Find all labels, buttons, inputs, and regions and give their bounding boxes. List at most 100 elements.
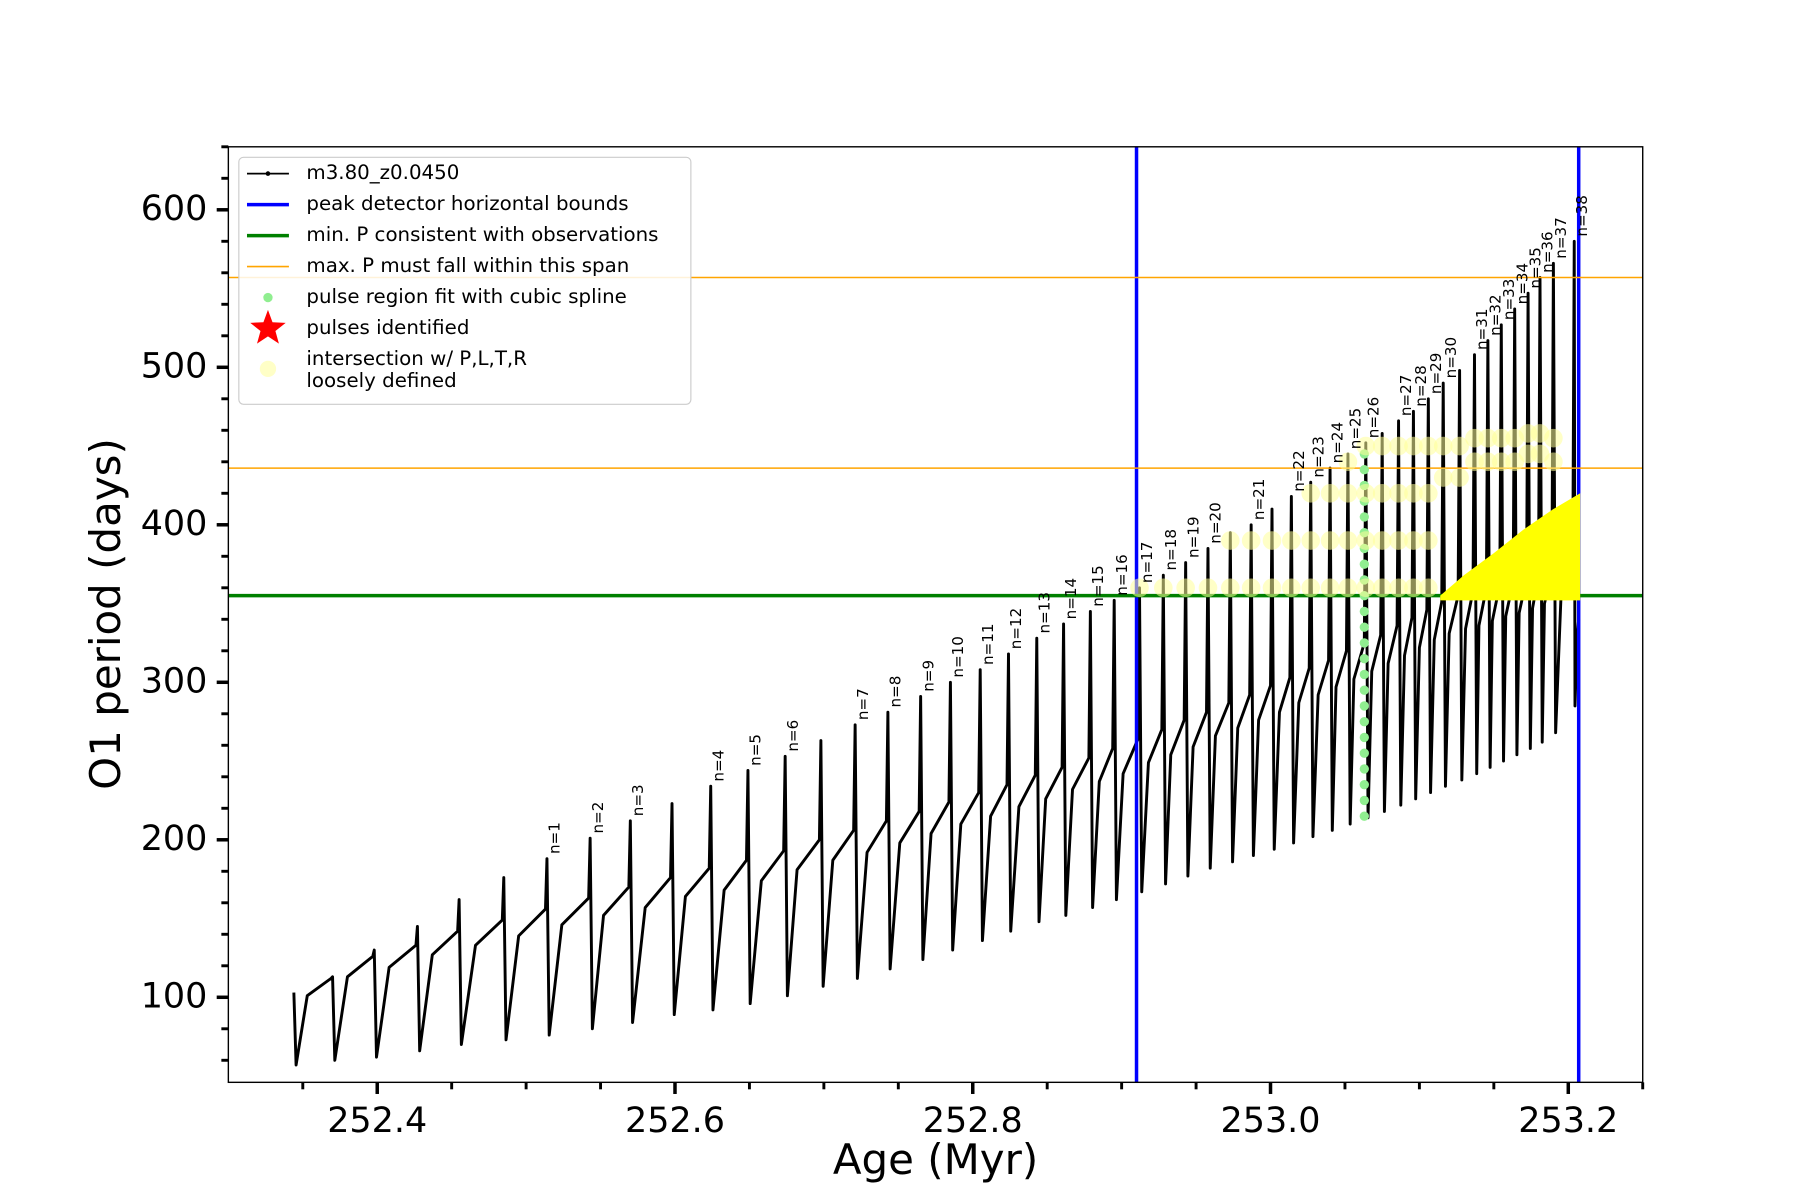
scatter-point: [1433, 436, 1453, 456]
y-tick-label: 600: [141, 189, 208, 229]
x-axis-label: Age (Myr): [833, 1135, 1038, 1184]
scatter-point: [1491, 428, 1511, 448]
scatter-point: [1320, 578, 1340, 598]
scatter-point: [1359, 748, 1369, 758]
scatter-point: [1404, 436, 1423, 456]
pulse-label: n=7: [854, 688, 872, 720]
pulse-label: n=33: [1500, 279, 1518, 321]
legend-label: pulses identified: [306, 316, 469, 339]
scatter-point: [1359, 669, 1369, 680]
scatter-point: [1465, 452, 1484, 472]
scatter-point: [1359, 780, 1369, 790]
pulse-label: n=12: [1007, 608, 1025, 650]
y-tick-label: 300: [141, 661, 208, 701]
pulse-label: n=17: [1138, 542, 1156, 584]
scatter-point: [1241, 531, 1261, 550]
scatter-point: [1359, 559, 1369, 569]
scatter-point: [1154, 578, 1173, 598]
scatter-point: [1301, 483, 1321, 503]
pulse-label: n=8: [887, 676, 905, 708]
scatter-point: [1241, 578, 1261, 598]
scatter-point: [1372, 436, 1392, 456]
legend-label: m3.80_z0.0450: [306, 161, 459, 184]
x-tick-label: 253.0: [1221, 1101, 1321, 1141]
scatter-point: [1544, 452, 1563, 472]
scatter-point: [1359, 701, 1369, 711]
scatter-point: [1220, 531, 1240, 550]
scatter-point: [1359, 622, 1369, 632]
pulse-label: n=5: [747, 734, 765, 766]
scatter-point: [1359, 465, 1369, 475]
scatter-point: [1450, 468, 1469, 487]
scatter-point: [1356, 578, 1376, 598]
pulse-label: n=29: [1427, 353, 1445, 395]
scatter-point: [1301, 531, 1321, 550]
scatter-point: [1389, 531, 1408, 550]
scatter-point: [1404, 578, 1423, 598]
pulse-label: n=14: [1062, 578, 1080, 620]
scatter-point: [1262, 531, 1282, 550]
pulse-label: n=15: [1089, 565, 1107, 607]
legend-box: [238, 156, 692, 405]
scatter-point: [1359, 654, 1369, 664]
filled-region: [1440, 493, 1581, 601]
plot-frame: [227, 146, 1644, 1084]
pulse-label: n=25: [1347, 408, 1365, 450]
scatter-point: [1419, 578, 1438, 598]
pulse-label: n=1: [546, 822, 564, 854]
scatter-point: [1356, 483, 1376, 503]
pulse-label: n=18: [1162, 529, 1180, 571]
scatter-point: [1338, 578, 1358, 598]
x-tick-label: 252.4: [327, 1101, 427, 1141]
legend-label: loosely defined: [306, 369, 456, 392]
scatter-point: [1478, 428, 1498, 448]
scatter-point: [1465, 428, 1484, 448]
scatter-point: [1176, 578, 1195, 598]
pulse-label: n=31: [1473, 309, 1491, 351]
scatter-point: [1359, 638, 1369, 648]
pulse-label: n=24: [1329, 422, 1347, 464]
x-tick-label: 252.8: [923, 1101, 1023, 1141]
legend-swatch: [259, 360, 277, 378]
pulse-label: n=26: [1364, 397, 1382, 439]
scatter-point: [1130, 578, 1149, 598]
scatter-point: [1419, 483, 1438, 503]
legend-label: pulse region fit with cubic spline: [306, 285, 626, 308]
scatter-point: [1389, 578, 1408, 598]
scatter-point: [1198, 578, 1218, 598]
pulse-label: n=32: [1487, 294, 1505, 336]
scatter-point: [1389, 483, 1408, 503]
scatter-point: [1338, 531, 1358, 550]
scatter-point: [1359, 512, 1369, 522]
scatter-point: [1320, 483, 1340, 503]
pulse-label: n=6: [784, 720, 802, 752]
pulse-label: n=30: [1442, 337, 1460, 379]
scatter-point: [1301, 578, 1321, 598]
plot-area: n=1 n=2 n=3 n=4 n=5 n=6 n=7 n=8 n=9 n=10 n=11 n=12 n…: [228, 146, 1643, 1083]
pulse-label: n=9: [919, 660, 937, 692]
scatter-point: [1359, 811, 1369, 821]
scatter-point: [1419, 531, 1438, 550]
scatter-point: [1419, 436, 1438, 456]
pulse-label: n=38: [1573, 195, 1591, 237]
scatter-point: [1282, 578, 1301, 598]
scatter-point: [1282, 531, 1301, 550]
scatter-point: [1359, 685, 1369, 695]
pulse-label: n=10: [949, 636, 967, 678]
pulse-label: n=20: [1207, 502, 1225, 544]
scatter-point: [1450, 436, 1469, 456]
scatter-point: [1389, 436, 1408, 456]
y-tick-label: 200: [141, 819, 208, 859]
legend-label: min. P consistent with observations: [306, 223, 658, 246]
pulse-label: n=37: [1552, 217, 1570, 259]
pulse-label: n=36: [1539, 231, 1557, 273]
pulse-label: n=27: [1397, 375, 1415, 417]
pulse-label: n=19: [1184, 516, 1202, 558]
scatter-point: [1262, 578, 1282, 598]
legend-label: peak detector horizontal bounds: [306, 192, 628, 215]
pulse-label: n=11: [979, 624, 997, 666]
y-tick-label: 500: [141, 346, 208, 386]
scatter-point: [1404, 483, 1423, 503]
